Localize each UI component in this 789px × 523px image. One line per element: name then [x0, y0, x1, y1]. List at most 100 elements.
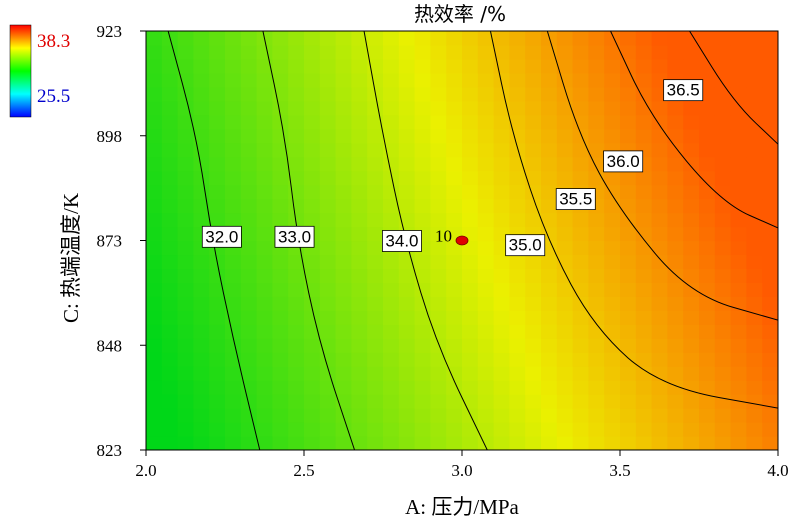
heatmap-cell [414, 142, 431, 158]
heatmap-cell [667, 128, 684, 144]
heatmap-cell [225, 324, 242, 339]
heatmap-cell [699, 436, 716, 450]
heatmap-cell [746, 170, 763, 186]
heatmap-cell [351, 338, 368, 353]
heatmap-cell [714, 394, 732, 409]
contour-label-box [505, 234, 546, 257]
heatmap-cell [699, 422, 716, 437]
heatmap-cell [319, 170, 337, 186]
heatmap-cell [699, 156, 716, 172]
heatmap-cell [635, 44, 653, 60]
contour-label: 36.0 [607, 152, 640, 171]
heatmap-cell [525, 100, 542, 116]
heatmap-cell [193, 324, 210, 339]
heatmap-cell [225, 366, 242, 381]
heatmap-cell [541, 198, 558, 214]
contour-label: 33.0 [278, 227, 311, 246]
heatmap-cell [209, 58, 226, 74]
heatmap-cell [272, 31, 289, 46]
heatmap-cell [525, 142, 542, 158]
heatmap-cell [635, 408, 653, 423]
heatmap-cell [699, 352, 716, 367]
heatmap-cell [209, 44, 226, 60]
heatmap-cell [604, 226, 621, 242]
heatmap-cell [699, 44, 716, 60]
heatmap-cell [367, 380, 384, 395]
heatmap-cell [272, 100, 289, 116]
heatmap-cell [604, 254, 621, 270]
heatmap-cell [509, 366, 526, 381]
heatmap-cell [240, 44, 258, 60]
contour-label-box [555, 188, 596, 211]
heatmap-cell [351, 184, 368, 200]
heatmap-cell [446, 142, 463, 158]
heatmap-cell [477, 352, 495, 367]
heatmap-cell [651, 408, 668, 423]
heatmap-cell [288, 100, 305, 116]
heatmap-cell [493, 254, 510, 270]
heatmap-cell [367, 324, 384, 339]
heatmap-cell [430, 296, 447, 311]
heatmap-cell [446, 114, 463, 130]
heatmap-cell [699, 380, 716, 395]
heatmap-cell [209, 366, 226, 381]
heatmap-cell [367, 282, 384, 297]
heatmap-cell [351, 352, 368, 367]
heatmap-cell [683, 324, 700, 339]
heatmap-cell [462, 72, 479, 88]
heatmap-cell [335, 422, 352, 437]
heatmap-cell [525, 72, 542, 88]
heatmap-cell [620, 240, 637, 256]
heatmap-cell [730, 198, 747, 214]
heatmap-cell [714, 72, 732, 88]
heatmap-cell [730, 352, 747, 367]
heatmap-cell [477, 268, 495, 283]
heatmap-cell [430, 408, 447, 423]
heatmap-cell [319, 324, 337, 339]
heatmap-cell [762, 58, 778, 74]
heatmap-cell [588, 170, 605, 186]
heatmap-cell [177, 156, 194, 172]
heatmap-cell [746, 72, 763, 88]
heatmap-cell [635, 226, 653, 242]
heatmap-cell [541, 100, 558, 116]
heatmap-cell [335, 72, 352, 88]
heatmap-cell [177, 436, 194, 450]
heatmap-cell [509, 198, 526, 214]
heatmap-cell [351, 58, 368, 74]
heatmap-cell [762, 31, 778, 46]
heatmap-cell [367, 114, 384, 130]
heatmap-cell [272, 352, 289, 367]
heatmap-cell [209, 296, 226, 311]
heatmap-cell [161, 380, 179, 395]
heatmap-cell [525, 58, 542, 74]
heatmap-cell [398, 156, 416, 172]
heatmap-cell [541, 408, 558, 423]
heatmap-cell [335, 226, 352, 242]
heatmap-cell [161, 86, 179, 102]
heatmap-cell [509, 268, 526, 283]
heatmap-cell [667, 338, 684, 353]
heatmap-cell [746, 338, 763, 353]
heatmap-cell [430, 128, 447, 144]
heatmap-cell [699, 296, 716, 311]
heatmap-cell [588, 100, 605, 116]
heatmap-cell [193, 394, 210, 409]
heatmap-cell [304, 198, 321, 214]
heatmap-cell [193, 408, 210, 423]
heatmap-cell [699, 254, 716, 270]
heatmap-cell [699, 338, 716, 353]
heatmap-cell [383, 184, 400, 200]
heatmap-cell [541, 58, 558, 74]
heatmap-cell [572, 366, 589, 381]
heatmap-cell [493, 86, 510, 102]
contour-label-box [274, 225, 315, 248]
heatmap-cell [272, 324, 289, 339]
heatmap-cell [635, 366, 653, 381]
heatmap-cell [398, 366, 416, 381]
heatmap-cell [304, 44, 321, 60]
heatmap-cell [177, 72, 194, 88]
heatmap-cell [556, 212, 574, 228]
heatmap-cell [161, 310, 179, 325]
heatmap-cell [288, 44, 305, 60]
